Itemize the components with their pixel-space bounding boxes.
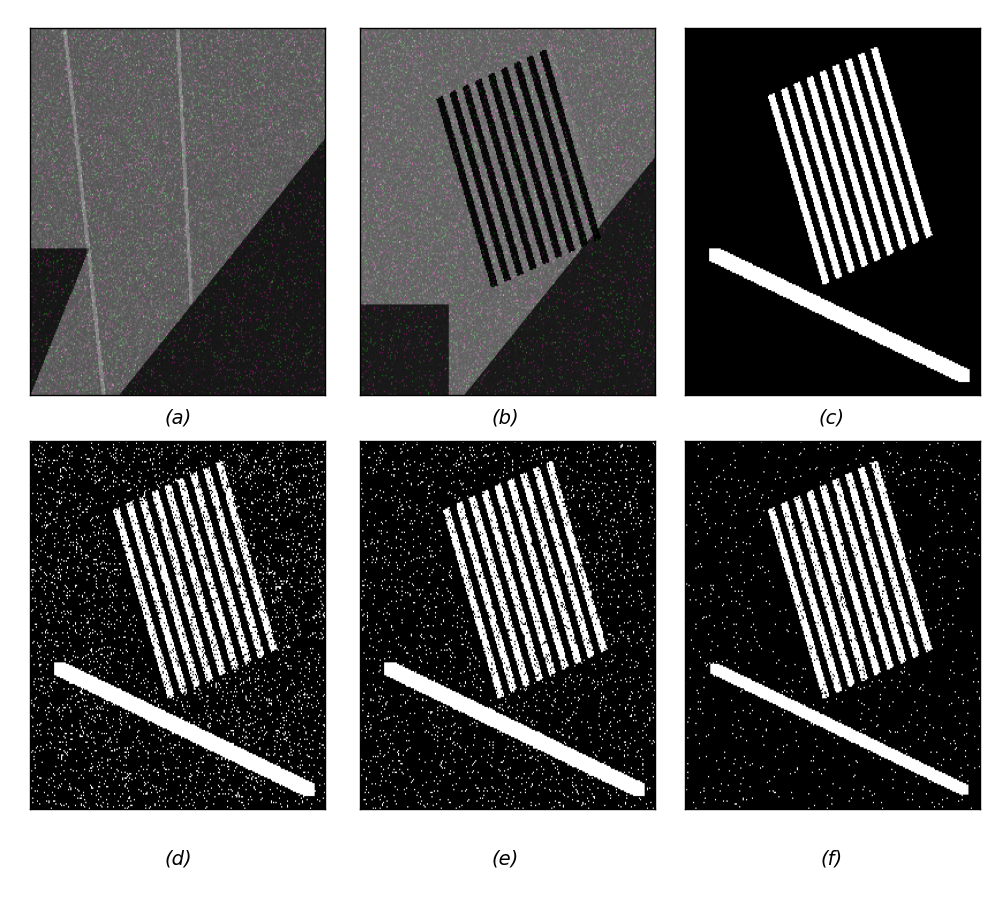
Text: (e): (e) (491, 850, 519, 868)
Text: (b): (b) (491, 409, 519, 427)
Text: (f): (f) (821, 850, 843, 868)
Text: (a): (a) (164, 409, 192, 427)
Text: (d): (d) (164, 850, 192, 868)
Text: (c): (c) (819, 409, 845, 427)
